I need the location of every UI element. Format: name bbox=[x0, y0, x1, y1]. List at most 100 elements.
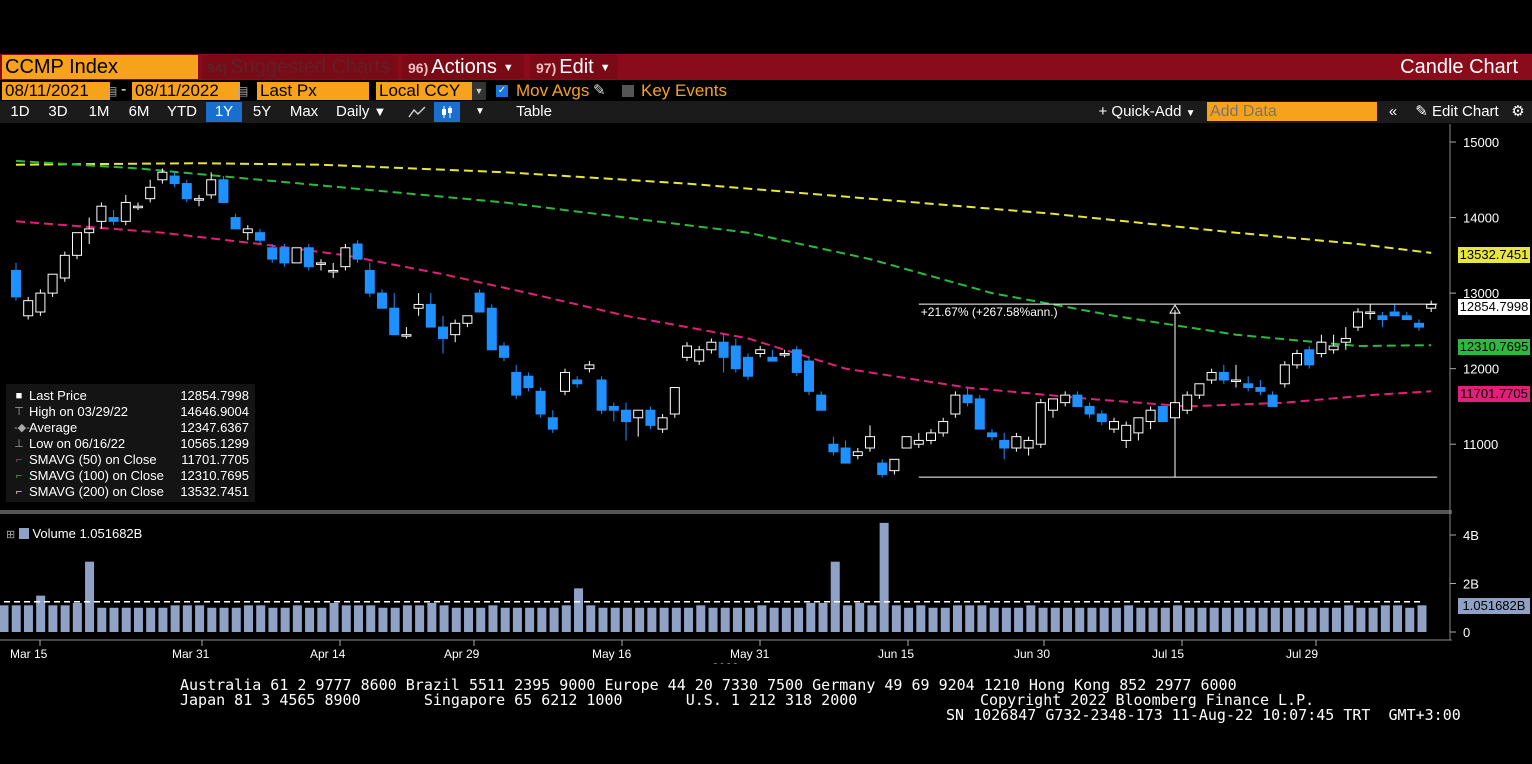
legend-high[interactable]: ⊤ High on 03/29/22 14646.9004 bbox=[6, 404, 255, 420]
chart-style-dropdown-icon[interactable]: ▼ bbox=[475, 106, 485, 117]
collapse-icon[interactable]: « bbox=[1388, 103, 1398, 120]
currency-select[interactable]: Local CCY bbox=[376, 82, 486, 100]
volume-bar bbox=[378, 607, 388, 632]
sma50-price-tag: 11701.7705 bbox=[1458, 386, 1530, 402]
candle-body bbox=[1316, 341, 1327, 355]
candle-chart-icon[interactable] bbox=[434, 102, 460, 122]
volume-bar bbox=[1038, 607, 1048, 632]
annotation-label: +21.67% (+267.58%ann.) bbox=[921, 305, 1058, 319]
ticker-field[interactable]: CCMP Index bbox=[2, 55, 198, 79]
volume-bar bbox=[195, 605, 205, 632]
actions-menu[interactable]: 96) Actions ▼ bbox=[402, 55, 524, 79]
period-5y[interactable]: 5Y bbox=[252, 103, 272, 120]
candle-body bbox=[1231, 379, 1241, 382]
period-ytd[interactable]: YTD bbox=[167, 103, 197, 120]
legend-sma100[interactable]: ⌐ SMAVG (100) on Close 12310.7695 bbox=[6, 468, 255, 484]
candle-body bbox=[633, 409, 644, 419]
legend-low[interactable]: ⊥ Low on 06/16/22 10565.1299 bbox=[6, 436, 255, 452]
sma200-line bbox=[15, 162, 1432, 254]
candle-body bbox=[364, 269, 375, 294]
price-tick-label: 11000 bbox=[1463, 437, 1498, 452]
legend-last-price[interactable]: ■ Last Price 12854.7998 bbox=[6, 388, 255, 404]
candle-body bbox=[1279, 364, 1290, 385]
mov-avgs-checkbox[interactable]: ✓ bbox=[496, 85, 508, 97]
square-icon: ■ bbox=[15, 390, 23, 402]
volume-bar bbox=[390, 607, 400, 632]
volume-bar bbox=[1307, 607, 1317, 632]
key-events-label[interactable]: Key Events bbox=[641, 81, 727, 100]
volume-bar bbox=[1344, 605, 1354, 632]
candle-body bbox=[1048, 398, 1058, 411]
key-events-checkbox[interactable] bbox=[622, 85, 634, 97]
start-date-field[interactable]: 08/11/2021 bbox=[2, 82, 110, 100]
candle-body bbox=[999, 439, 1010, 449]
volume-bar bbox=[354, 605, 363, 632]
gear-icon[interactable]: ⚙ bbox=[1511, 103, 1525, 120]
volume-bar bbox=[940, 607, 950, 632]
volume-bar bbox=[732, 607, 742, 632]
volume-bar bbox=[1197, 607, 1207, 632]
edit-chart-label: Edit Chart bbox=[1432, 103, 1499, 120]
legend-label: Low on 06/16/22 bbox=[29, 436, 126, 451]
volume-bar bbox=[402, 605, 412, 632]
calendar-icon[interactable]: ▤ bbox=[106, 84, 118, 98]
price-field-select[interactable]: Last Px bbox=[257, 82, 369, 100]
volume-bar bbox=[488, 605, 498, 632]
edit-chart-button[interactable]: ✎ Edit Chart bbox=[1408, 102, 1506, 122]
volume-bar bbox=[610, 607, 620, 632]
ma50-icon: ⌐ bbox=[15, 454, 23, 466]
calendar-icon[interactable]: ▤ bbox=[237, 84, 249, 98]
period-1d[interactable]: 1D bbox=[10, 103, 30, 120]
volume-bar bbox=[415, 605, 425, 632]
quick-add-button[interactable]: + Quick-Add ▼ bbox=[1092, 102, 1202, 122]
chevron-down-icon[interactable]: ▼ bbox=[472, 82, 486, 100]
candle-body bbox=[438, 326, 448, 339]
period-1y[interactable]: 1Y bbox=[206, 102, 242, 122]
low-marker-icon: ⊥ bbox=[14, 438, 24, 450]
period-max[interactable]: Max bbox=[289, 103, 319, 120]
candle-body bbox=[218, 179, 229, 203]
candle-body bbox=[47, 273, 58, 294]
legend-average[interactable]: -◆- Average 12347.6367 bbox=[6, 420, 255, 436]
price-tick-label: 14000 bbox=[1463, 211, 1499, 226]
volume-bar bbox=[292, 605, 302, 632]
volume-bar bbox=[598, 607, 608, 632]
volume-bar bbox=[952, 605, 962, 632]
mov-avgs-label[interactable]: Mov Avgs bbox=[516, 81, 590, 100]
period-6m[interactable]: 6M bbox=[128, 103, 150, 120]
candle-body bbox=[547, 417, 558, 430]
legend-sma50[interactable]: ⌐ SMAVG (50) on Close 11701.7705 bbox=[6, 452, 255, 468]
volume-bar bbox=[146, 607, 156, 632]
volume-bar bbox=[1417, 605, 1427, 632]
suggested-charts-button[interactable]: 94) Suggested Charts bbox=[202, 55, 398, 79]
volume-bar bbox=[806, 602, 816, 632]
period-3d[interactable]: 3D bbox=[48, 103, 68, 120]
candle-body bbox=[1377, 315, 1388, 321]
volume-bar bbox=[818, 602, 828, 632]
volume-bar bbox=[916, 605, 926, 632]
legend-sma200[interactable]: ⌐ SMAVG (200) on Close 13532.7451 bbox=[6, 484, 255, 500]
candle-body bbox=[157, 171, 168, 181]
candle-body bbox=[645, 409, 656, 426]
pencil-icon[interactable]: ✎ bbox=[593, 82, 606, 99]
volume-bar bbox=[1001, 607, 1011, 632]
volume-legend[interactable]: ⊞ Volume 1.051682B bbox=[6, 526, 142, 543]
legend-label: SMAVG (100) on Close bbox=[29, 468, 164, 483]
table-button[interactable]: Table bbox=[516, 103, 552, 120]
caret-down-icon: ▼ bbox=[1185, 108, 1196, 119]
volume-tag: 1.051682B bbox=[1458, 598, 1530, 614]
candle-body bbox=[1304, 349, 1315, 366]
add-data-input[interactable] bbox=[1207, 102, 1377, 121]
edit-menu[interactable]: 97) Edit ▼ bbox=[530, 55, 618, 79]
candle-body bbox=[401, 334, 412, 337]
volume-bar bbox=[1075, 607, 1085, 632]
period-1m[interactable]: 1M bbox=[88, 103, 110, 120]
legend-value: 12310.7695 bbox=[180, 468, 249, 483]
end-date-field[interactable]: 08/11/2022 bbox=[132, 82, 240, 100]
annotation-arrow-icon bbox=[1169, 304, 1181, 314]
chart-legend: ■ Last Price 12854.7998 ⊤ High on 03/29/… bbox=[6, 384, 255, 502]
price-volume-chart[interactable]: +21.67% (+267.58%ann.) 11000 12000 13000 14… bbox=[0, 124, 1532, 664]
frequency-select[interactable]: Daily ▼ bbox=[330, 102, 406, 122]
line-chart-icon[interactable] bbox=[404, 102, 430, 122]
volume-bar bbox=[622, 607, 632, 632]
